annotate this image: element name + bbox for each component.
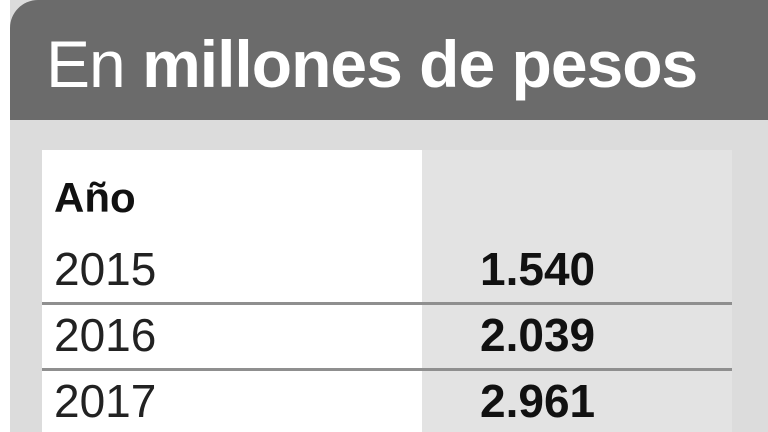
row-value: 1.540 [480,243,596,295]
table-row-2015: 2015 1.540 [42,236,732,305]
table-row-2017: 2017 2.961 [42,368,732,432]
title-light: En [46,27,126,101]
table-card: En millones de pesos Año 2015 1.540 2016… [10,0,768,432]
title-bold: millones de pesos [142,27,698,101]
row-value: 2.961 [480,375,596,427]
table-row-2016: 2016 2.039 [42,302,732,371]
row-year: 2016 [54,309,157,361]
row-year: 2015 [54,243,157,295]
year-column [42,150,422,432]
column-header-year: Año [54,174,136,221]
data-table: Año 2015 1.540 2016 2.039 2017 2.961 [42,150,742,432]
table-title: En millones de pesos [46,27,698,101]
title-banner: En millones de pesos [10,0,768,120]
row-year: 2017 [54,375,157,427]
value-column [422,150,732,432]
row-value: 2.039 [480,309,596,361]
